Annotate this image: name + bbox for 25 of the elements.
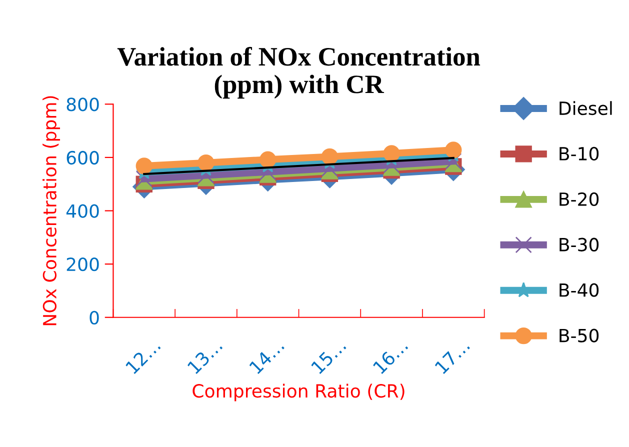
point [198,154,214,172]
point [136,158,152,174]
y-tick-label: 400 [66,204,99,218]
y-tick-label: 600 [66,150,99,165]
x-tick-label: 15… [310,338,346,374]
x-tick-label: 17… [434,338,470,374]
point [260,151,276,168]
legend-label: B-30 [560,238,599,252]
x-tick-label: 13… [186,338,223,374]
legend-label: B-10 [560,146,599,161]
y-tick-label: 0 [90,310,99,324]
y-tick-label: 800 [66,98,99,112]
legend-label: Diesel [560,101,612,116]
x-tick-label: 16… [372,338,408,374]
x-tick-label: 12… [125,338,161,374]
legend-label: B-20 [560,192,599,206]
x-tick-label: 14… [248,338,284,374]
chart-title: Variation of NOx Concentration (ppm) with CR [117,46,480,99]
y-tick-label: 200 [66,258,99,272]
point [321,148,338,165]
point [383,145,400,162]
x-axis-title: Compression Ratio (CR) [192,384,404,402]
legend-label: B-40 [560,283,599,297]
legend-label: B-50 [560,328,599,342]
y-axis-title: NOx Concentration (ppm) [42,96,60,326]
